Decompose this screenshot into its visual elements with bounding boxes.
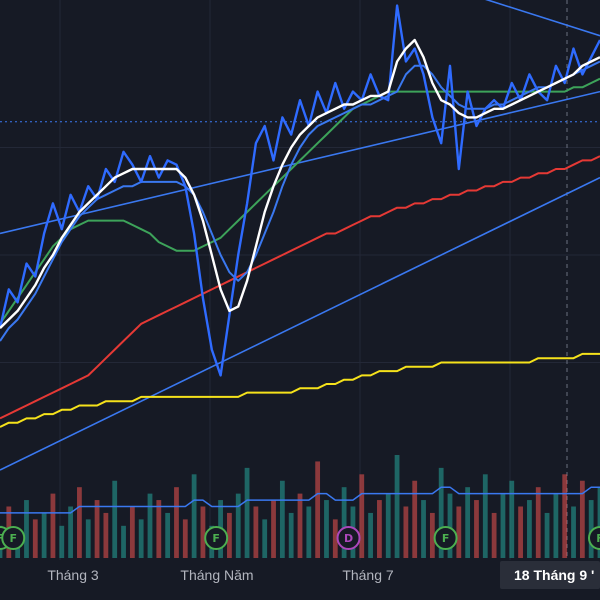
volume-bar-31	[271, 500, 276, 558]
volume-bar-20	[174, 487, 179, 558]
volume-bar-14	[121, 525, 126, 558]
volume-bar-65	[571, 506, 576, 558]
volume-bar-12	[103, 512, 109, 558]
volume-bar-19	[165, 512, 171, 558]
volume-bar-3	[24, 500, 29, 558]
volume-bar-30	[262, 519, 268, 558]
event-marker-label: F	[442, 532, 450, 545]
volume-bar-26	[227, 512, 232, 558]
volume-bar-56	[491, 512, 497, 558]
event-marker-4[interactable]: F	[433, 526, 458, 550]
volume-bar-37	[324, 500, 329, 558]
volume-bar-34	[297, 493, 303, 558]
volume-bar-52	[456, 506, 462, 558]
volume-bar-62	[544, 512, 550, 558]
event-marker-label: F	[596, 532, 600, 545]
series-line-ma-50	[0, 77, 600, 325]
series-line-ma-100	[0, 155, 600, 420]
series-line-ma-200	[0, 352, 600, 428]
volume-bar-4	[32, 519, 38, 558]
x-axis: Tháng 3 Tháng Năm Tháng 7 18 Tháng 9 '	[0, 560, 600, 600]
volume-bar-58	[509, 480, 515, 558]
volume-bar-21	[182, 519, 188, 558]
volume-bar-8	[68, 506, 73, 558]
volume-bar-53	[465, 487, 471, 558]
volume-bar-44	[385, 493, 391, 558]
volume-bar-59	[518, 506, 523, 558]
series-line-ma-fast	[0, 38, 600, 329]
volume-bar-46	[403, 506, 409, 558]
crosshair-date-label: 18 Tháng 9 '	[514, 567, 594, 583]
volume-bar-42	[368, 512, 373, 558]
volume-bar-9	[77, 487, 82, 558]
volume-bar-67	[588, 500, 594, 558]
volume-bar-57	[500, 493, 506, 558]
volume-bar-13	[112, 480, 118, 558]
volume-bar-11	[94, 500, 100, 558]
volume-bar-18	[156, 500, 162, 558]
volume-bar-10	[85, 519, 91, 558]
volume-bar-63	[553, 493, 559, 558]
event-marker-3[interactable]: D	[336, 526, 361, 550]
volume-bar-27	[235, 493, 241, 558]
event-marker-circle	[588, 526, 600, 550]
event-marker-circle	[204, 526, 229, 550]
volume-bar-45	[394, 455, 400, 558]
series-line-price	[0, 4, 600, 377]
event-marker-circle	[433, 526, 458, 550]
trendline-triangle-top[interactable]	[397, 0, 600, 37]
event-marker-circle	[336, 526, 361, 550]
volume-bar-68	[597, 487, 600, 558]
event-marker-label: F	[212, 532, 220, 545]
volume-bar-16	[138, 519, 144, 558]
volume-bar-28	[244, 467, 250, 558]
volume-bar-54	[474, 500, 479, 558]
volume-bar-47	[412, 480, 418, 558]
crosshair-date-badge	[500, 561, 600, 589]
volume-bar-49	[429, 512, 435, 558]
volume-bar-51	[447, 493, 453, 558]
volume-bar-39	[341, 487, 347, 558]
event-marker-label: F	[9, 532, 17, 545]
x-tick-label-2: Tháng 7	[342, 567, 394, 583]
event-marker-label: D	[344, 532, 353, 545]
volume-bar-35	[306, 506, 312, 558]
event-marker-circle	[1, 526, 26, 550]
volume-bar-7	[59, 525, 65, 558]
volume-bar-22	[191, 474, 197, 558]
event-markers[interactable]: FFFDFF	[0, 526, 600, 550]
volume-bar-64	[562, 474, 568, 558]
event-marker-2[interactable]: F	[204, 526, 229, 550]
volume-bar-6	[50, 493, 56, 558]
x-tick-label-0: Tháng 3	[47, 567, 99, 583]
trendlines	[0, 0, 600, 471]
trendline-channel-upper[interactable]	[0, 90, 600, 235]
volume-bar-29	[253, 506, 259, 558]
volume-bar-5	[41, 512, 47, 558]
series-lines	[0, 4, 600, 428]
event-marker-5[interactable]: F	[588, 526, 600, 550]
volume-bar-32	[279, 480, 285, 558]
volume-bar-41	[359, 474, 365, 558]
volume-bar-66	[579, 480, 585, 558]
trendline-channel-lower[interactable]	[0, 176, 600, 471]
event-marker-1[interactable]: F	[1, 526, 26, 550]
volume-bar-36	[315, 461, 321, 558]
x-tick-label-1: Tháng Năm	[180, 567, 253, 583]
volume-bar-55	[482, 474, 488, 558]
volume-bar-38	[332, 519, 338, 558]
volume-bar-15	[129, 506, 135, 558]
volume-ma-line	[0, 486, 600, 514]
volume-bar-48	[421, 500, 426, 558]
volume-bar-17	[147, 493, 153, 558]
volume-bar-61	[535, 487, 541, 558]
volume-bar-60	[527, 500, 532, 558]
volume-bar-33	[288, 512, 294, 558]
grid	[0, 0, 600, 560]
volume-bar-23	[200, 506, 206, 558]
volume-bar-43	[377, 500, 382, 558]
volume-bar-50	[438, 467, 444, 558]
